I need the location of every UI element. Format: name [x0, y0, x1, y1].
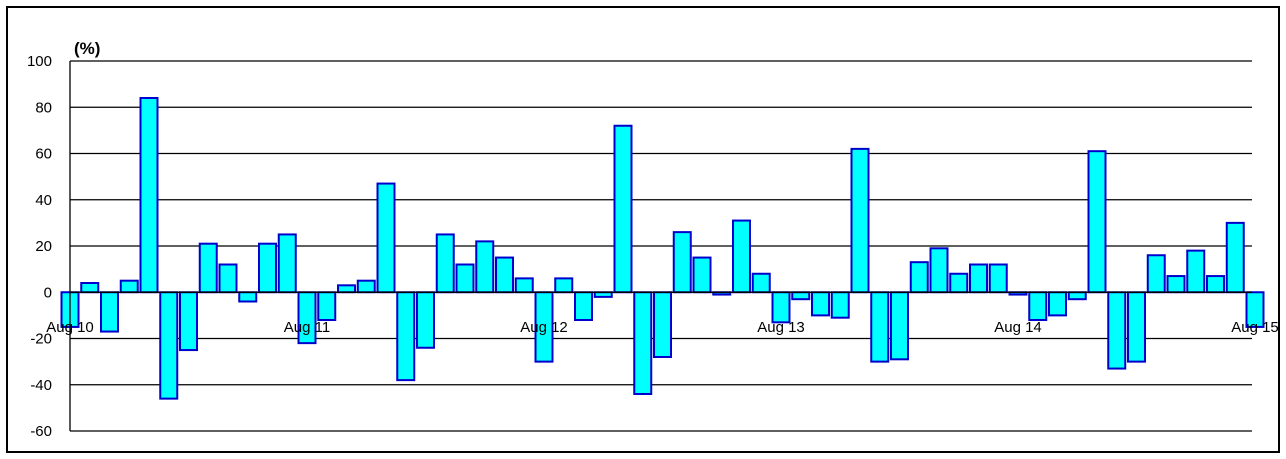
- bar: [416, 291, 435, 349]
- bar: [850, 147, 870, 294]
- bar: [574, 291, 593, 321]
- x-tick-label: Aug 13: [757, 319, 805, 336]
- y-tick-label: 60: [35, 146, 52, 163]
- bar: [732, 219, 751, 294]
- x-tick-label: Aug 12: [520, 319, 568, 336]
- bar: [633, 291, 653, 395]
- bars: [60, 97, 1265, 400]
- bar: [80, 282, 100, 294]
- x-tick-label: Aug 11: [284, 319, 330, 336]
- y-tick-label: 0: [44, 284, 52, 301]
- bar: [317, 291, 337, 321]
- bar: [139, 97, 159, 294]
- bar: [949, 272, 969, 294]
- y-tick-label: 80: [35, 99, 52, 116]
- x-tick-label: Aug 15: [1231, 319, 1279, 336]
- tick-labels: -60 -40 -20 0 20 40 60 80 100 Aug 10 Aug 11 Aug 12 A…: [27, 53, 1279, 440]
- bar: [1067, 291, 1087, 301]
- bar: [159, 291, 179, 400]
- bar: [514, 277, 534, 294]
- bar: [811, 291, 830, 317]
- bar: [613, 124, 633, 294]
- bar: [218, 263, 238, 294]
- bar: [1166, 275, 1186, 294]
- bar: [969, 263, 988, 294]
- bar: [988, 263, 1008, 294]
- bar: [119, 279, 139, 294]
- bar: [653, 291, 672, 358]
- bar: [475, 240, 495, 294]
- bar: [692, 256, 712, 294]
- bar: [277, 233, 297, 294]
- bar: [258, 242, 277, 294]
- bar: [1245, 291, 1265, 328]
- bar: [495, 256, 514, 294]
- bar: [791, 291, 811, 301]
- y-axis-unit-label: (%): [74, 39, 100, 58]
- bar: [751, 272, 771, 294]
- bar: [929, 247, 949, 294]
- bar: [909, 261, 929, 294]
- bar: [1186, 249, 1206, 294]
- y-tick-label: 20: [35, 238, 52, 255]
- bar: [356, 279, 376, 294]
- bar: [396, 291, 416, 382]
- bar: [1048, 291, 1067, 317]
- bar: [1225, 221, 1245, 294]
- bar: [1146, 254, 1166, 294]
- bar: [1206, 275, 1225, 294]
- y-tick-label: -20: [30, 331, 52, 348]
- bar: [198, 242, 218, 294]
- x-tick-label: Aug 14: [994, 319, 1042, 336]
- y-tick-label: -60: [30, 423, 52, 440]
- y-tick-label: -40: [30, 377, 52, 394]
- bar: [337, 284, 356, 294]
- y-tick-label: 100: [27, 53, 52, 70]
- bar: [100, 291, 119, 333]
- bar: [890, 291, 909, 361]
- bar: [1127, 291, 1146, 363]
- bar: [554, 277, 574, 294]
- y-tick-label: 40: [35, 192, 52, 209]
- bar: [830, 291, 850, 319]
- bar: [771, 291, 791, 324]
- gridlines: [70, 60, 1252, 432]
- bar: [455, 263, 475, 294]
- axes: [69, 61, 1252, 431]
- bar: [179, 291, 198, 352]
- bar: [1028, 291, 1048, 321]
- bar: [238, 291, 258, 303]
- bar: [435, 233, 455, 294]
- bar: [1107, 291, 1127, 370]
- bar: [672, 231, 692, 294]
- bar: [376, 182, 396, 294]
- bar: [870, 291, 890, 363]
- x-tick-label: Aug 10: [46, 319, 94, 336]
- bar: [1087, 150, 1107, 294]
